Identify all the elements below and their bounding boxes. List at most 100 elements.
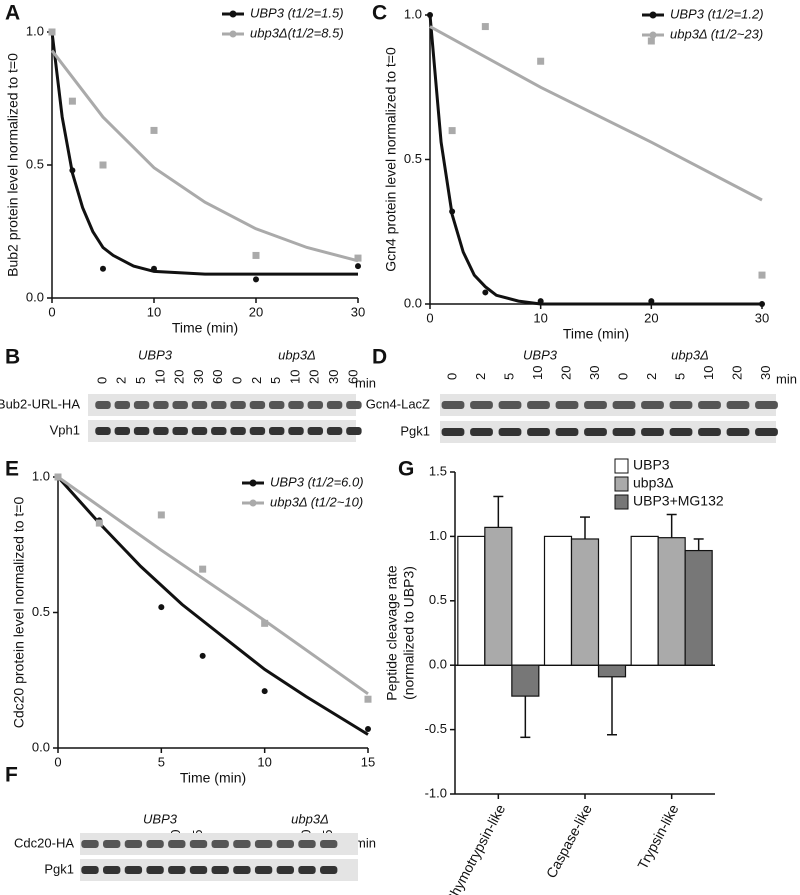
data-point bbox=[261, 619, 269, 627]
blot-band bbox=[298, 840, 316, 848]
y-tick-label: 0.5 bbox=[32, 604, 50, 619]
panel-letter: G bbox=[398, 458, 414, 481]
panel-letter: B bbox=[5, 346, 20, 369]
fit-curve bbox=[428, 14, 762, 306]
blot-band bbox=[233, 866, 251, 874]
lane-label: 0 bbox=[444, 373, 459, 380]
blot-band bbox=[211, 866, 229, 874]
blot-band bbox=[612, 401, 636, 409]
lane-label: 0 bbox=[94, 377, 109, 384]
lane-label: 20 bbox=[729, 366, 744, 380]
blot-band bbox=[230, 427, 246, 435]
blot-band bbox=[755, 401, 778, 409]
blot-band bbox=[254, 840, 273, 848]
lane-label: 5 bbox=[672, 373, 687, 380]
blot-band bbox=[527, 428, 550, 436]
lane-label: 30 bbox=[191, 370, 206, 384]
row-label: Pgk1 bbox=[400, 423, 430, 438]
y-axis-title: Peptide cleavage rate bbox=[384, 565, 400, 701]
y-axis-title: (normalized to UBP3) bbox=[401, 566, 417, 700]
blot-band bbox=[211, 401, 227, 409]
blot-band bbox=[189, 840, 208, 848]
blot-band bbox=[470, 401, 493, 409]
legend-marker bbox=[229, 10, 237, 18]
blot-band bbox=[81, 866, 99, 874]
y-tick-label: -0.5 bbox=[425, 721, 447, 736]
data-point bbox=[253, 276, 259, 283]
unit-label: min bbox=[776, 371, 797, 386]
group-label: ubp3Δ bbox=[671, 347, 709, 362]
blot-band bbox=[233, 840, 251, 848]
blot-band bbox=[276, 840, 294, 848]
blot-band bbox=[346, 427, 362, 435]
lane-label: 60 bbox=[345, 370, 360, 384]
y-tick-label: 0.5 bbox=[404, 151, 422, 166]
panel-letter: E bbox=[5, 458, 19, 481]
lane-label: 20 bbox=[558, 366, 573, 380]
blot-band bbox=[146, 840, 164, 848]
data-point bbox=[758, 271, 766, 279]
blot-band bbox=[146, 866, 164, 874]
blot-band bbox=[726, 428, 750, 436]
blot-band bbox=[254, 866, 273, 874]
x-tick-label: 30 bbox=[755, 310, 769, 325]
x-tick-label: Trypsin-like bbox=[634, 801, 682, 871]
legend-label: UBP3+MG132 bbox=[633, 493, 724, 509]
bar bbox=[657, 537, 686, 666]
row-label: Pgk1 bbox=[44, 861, 74, 876]
y-tick-label: 0.0 bbox=[404, 295, 422, 310]
legend-label: UBP3 (t1/2=1.2) bbox=[670, 6, 764, 21]
blot-band bbox=[189, 866, 208, 874]
data-point bbox=[100, 265, 106, 272]
blot-strip bbox=[440, 421, 776, 443]
blot-strip bbox=[440, 394, 776, 416]
blot-band bbox=[133, 427, 150, 435]
blot-band bbox=[726, 401, 750, 409]
row-label: Gcn4-LacZ bbox=[366, 396, 430, 411]
lane-label: 10 bbox=[152, 370, 167, 384]
data-point bbox=[158, 604, 165, 611]
lane-label: 5 bbox=[268, 377, 283, 384]
legend-label: UBP3 bbox=[633, 457, 670, 473]
x-tick-label: 0 bbox=[426, 310, 433, 325]
data-point bbox=[151, 265, 157, 272]
blot-band bbox=[268, 401, 285, 409]
blot-band bbox=[211, 840, 229, 848]
legend-label: UBP3 (t1/2=1.5) bbox=[250, 5, 344, 20]
y-tick-label: 1.0 bbox=[404, 6, 422, 21]
data-point bbox=[481, 23, 489, 31]
blot-band bbox=[249, 401, 266, 409]
x-axis-title: Time (min) bbox=[180, 770, 246, 786]
data-point bbox=[252, 251, 260, 259]
lane-label: 2 bbox=[249, 377, 264, 384]
blot-band bbox=[124, 866, 143, 874]
blot-band bbox=[288, 401, 304, 409]
y-tick-label: 0.5 bbox=[26, 156, 44, 171]
data-point bbox=[537, 298, 544, 305]
y-tick-label: 1.0 bbox=[32, 468, 50, 483]
legend-label: ubp3Δ(t1/2=8.5) bbox=[250, 25, 344, 40]
lane-label: 2 bbox=[114, 377, 129, 384]
blot-band bbox=[211, 427, 227, 435]
blot-band bbox=[669, 428, 693, 436]
data-point bbox=[759, 301, 765, 307]
lane-label: 30 bbox=[326, 370, 341, 384]
blot-band bbox=[584, 428, 607, 436]
legend-marker bbox=[229, 30, 237, 38]
y-tick-label: -1.0 bbox=[425, 785, 447, 800]
y-axis-title: Cdc20 protein level normalized to t=0 bbox=[11, 497, 27, 729]
legend-label: ubp3Δ (t1/2~10) bbox=[270, 494, 363, 509]
blot-band bbox=[133, 401, 150, 409]
data-point bbox=[647, 37, 655, 45]
blot-band bbox=[641, 428, 664, 436]
x-tick-label: 20 bbox=[249, 304, 263, 319]
blot-band bbox=[755, 428, 778, 436]
data-point bbox=[199, 652, 206, 659]
y-tick-label: 0.5 bbox=[429, 592, 447, 607]
y-tick-label: 1.5 bbox=[429, 463, 447, 478]
legend-marker bbox=[649, 11, 657, 19]
blot-band bbox=[124, 840, 143, 848]
y-tick-label: 0.0 bbox=[429, 657, 447, 672]
blot-band bbox=[307, 427, 324, 435]
data-point bbox=[68, 97, 76, 105]
